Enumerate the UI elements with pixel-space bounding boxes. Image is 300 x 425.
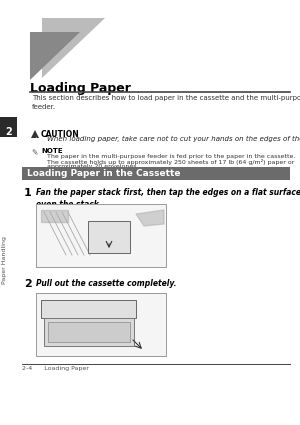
- Text: Pull out the cassette completely.: Pull out the cassette completely.: [36, 279, 176, 288]
- Polygon shape: [31, 130, 39, 138]
- Text: ✎: ✎: [31, 148, 38, 157]
- Polygon shape: [30, 32, 80, 80]
- Bar: [22, 167, 290, 180]
- Text: 2: 2: [5, 127, 12, 137]
- Bar: [0, 117, 17, 137]
- Text: Loading Paper: Loading Paper: [30, 82, 131, 95]
- Text: !: !: [34, 137, 36, 142]
- Text: The paper in the multi-purpose feeder is fed prior to the paper in the cassette.: The paper in the multi-purpose feeder is…: [47, 154, 296, 159]
- Text: CAUTION: CAUTION: [41, 130, 80, 139]
- Text: 1: 1: [24, 188, 32, 198]
- Text: When loading paper, take care not to cut your hands on the edges of the paper.: When loading paper, take care not to cut…: [47, 136, 300, 142]
- Bar: [48, 322, 130, 342]
- Text: Loading Paper in the Cassette: Loading Paper in the Cassette: [27, 169, 181, 178]
- Text: 2: 2: [24, 279, 32, 289]
- Text: Paper Handling: Paper Handling: [2, 236, 8, 284]
- Bar: [88, 221, 130, 253]
- Bar: [41, 300, 136, 318]
- Polygon shape: [136, 210, 164, 226]
- Bar: [36, 204, 166, 267]
- Polygon shape: [42, 18, 105, 78]
- Text: This section describes how to load paper in the cassette and the multi-purpose
f: This section describes how to load paper…: [32, 95, 300, 110]
- Text: 2-4      Loading Paper: 2-4 Loading Paper: [22, 366, 89, 371]
- Bar: [44, 318, 134, 346]
- Bar: [36, 293, 166, 356]
- Text: NOTE: NOTE: [41, 148, 63, 154]
- Text: approximately 20 envelopes.: approximately 20 envelopes.: [47, 164, 139, 169]
- Text: The cassette holds up to approximately 250 sheets of 17 lb (64 g/m²) paper or: The cassette holds up to approximately 2…: [47, 159, 294, 165]
- Text: Fan the paper stack first, then tap the edges on a flat surface to
even the stac: Fan the paper stack first, then tap the …: [36, 188, 300, 209]
